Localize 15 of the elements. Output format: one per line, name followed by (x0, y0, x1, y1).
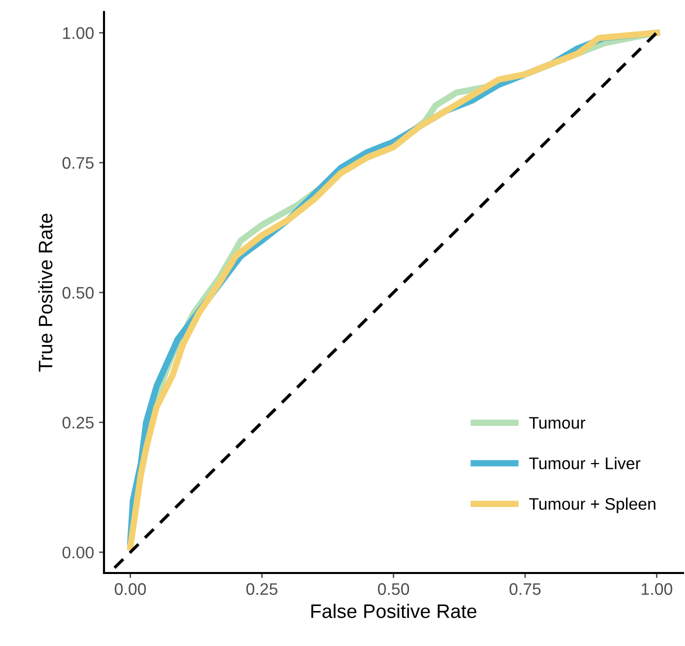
x-axis-title: False Positive Rate (311, 604, 476, 618)
y-tick-label: 0.00 (62, 546, 94, 558)
x-tick-label: 0.25 (246, 583, 278, 595)
legend-label: Tumour + Spleen (529, 498, 656, 514)
x-tick-label: 1.00 (642, 583, 672, 595)
y-axis-title: True Positive Rate (38, 214, 52, 372)
legend-label: Tumour + Liver (529, 457, 640, 470)
y-tick-label: 0.75 (62, 157, 94, 169)
legend-label: Tumour (529, 417, 586, 429)
y-tick-label: 0.25 (62, 416, 94, 429)
x-tick-label: 0.75 (510, 583, 541, 595)
x-tick-label: 0.00 (114, 583, 146, 595)
x-tick-label: 0.50 (378, 583, 410, 595)
y-tick-label: 1.00 (63, 27, 94, 39)
y-tick-label: 0.50 (62, 286, 94, 299)
